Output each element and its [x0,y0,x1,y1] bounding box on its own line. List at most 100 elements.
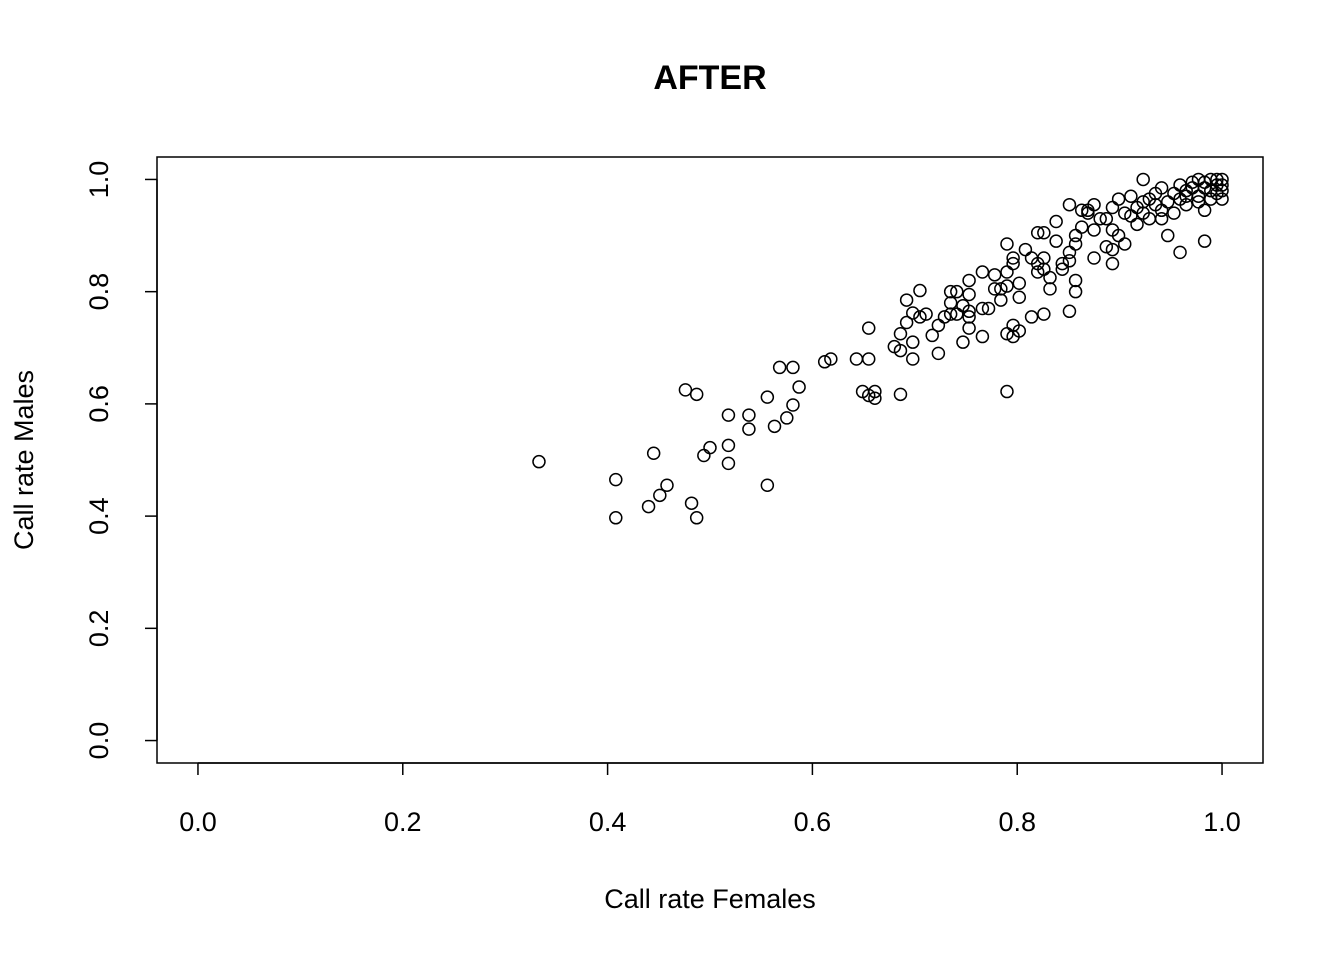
point [689,387,704,402]
point [1105,242,1120,257]
point [1215,183,1229,198]
y-tick-label: 0.4 [84,497,114,535]
point [1161,228,1175,243]
y-tick-label: 1.0 [84,161,114,199]
point [609,472,623,487]
point [899,293,914,307]
point [786,360,800,375]
y-tick-label: 0.8 [84,273,114,311]
point [1191,195,1206,209]
point [689,511,704,525]
point [1197,234,1212,248]
point [1118,237,1132,251]
point [987,282,1002,296]
point [956,335,970,349]
point [981,301,996,316]
point [943,284,958,299]
point [937,310,952,324]
point [1068,273,1083,288]
y-tick-label: 0.6 [84,385,114,423]
point [931,346,946,361]
point [1167,206,1181,220]
point [1000,279,1014,293]
point [742,408,756,422]
point [906,335,920,349]
x-tick-label: 0.2 [384,807,422,837]
chart-title: AFTER [653,59,766,97]
point [1055,256,1070,271]
point [962,273,976,288]
point [721,456,736,471]
point [1000,237,1014,251]
point [962,310,976,324]
point [1136,195,1150,209]
point [609,511,623,525]
point [1087,197,1101,212]
point [899,315,914,330]
point [1154,211,1169,226]
point [931,318,946,333]
y-tick-label: 0.2 [84,610,114,648]
point [1197,203,1212,218]
point [987,268,1002,282]
point [1018,242,1033,257]
point [919,307,933,321]
point [950,284,964,299]
point [994,282,1008,296]
point [1012,290,1027,305]
point [780,411,794,425]
point [1024,310,1039,324]
x-tick-label: 0.4 [589,807,627,837]
point [1118,206,1132,220]
point [532,454,546,469]
point [1006,251,1020,265]
point [641,499,656,514]
point [906,352,920,366]
point [943,296,958,310]
point [962,321,976,335]
point [994,293,1008,307]
point [1154,181,1169,195]
point [962,304,976,319]
point [1055,262,1070,276]
point [1043,282,1057,296]
point [1000,265,1014,279]
point [893,387,908,402]
point [913,283,927,298]
point [1030,226,1045,240]
point [760,390,775,404]
point [913,310,927,324]
point [1087,223,1101,237]
point [975,329,990,344]
point [1037,226,1051,240]
point [684,496,699,510]
point [697,448,711,463]
point [824,352,838,366]
point [721,408,736,422]
point [1074,220,1089,234]
point [721,438,736,453]
point [767,419,782,434]
point [1062,304,1077,319]
point [1000,384,1014,399]
point [1093,211,1107,226]
x-tick-label: 1.0 [1203,807,1241,837]
point [1049,214,1063,229]
point [1087,251,1101,265]
point [1099,211,1114,226]
point [1074,203,1089,218]
x-axis-label: Call rate Females [604,884,816,914]
point [817,355,832,369]
point [772,360,787,375]
point [1043,270,1057,285]
point [760,478,775,492]
point [1204,192,1218,206]
point [1068,284,1083,299]
point [792,380,806,394]
point [1111,192,1126,206]
point [1173,245,1187,260]
point [1161,195,1175,209]
x-tick-label: 0.6 [794,807,832,837]
point [1136,172,1150,187]
